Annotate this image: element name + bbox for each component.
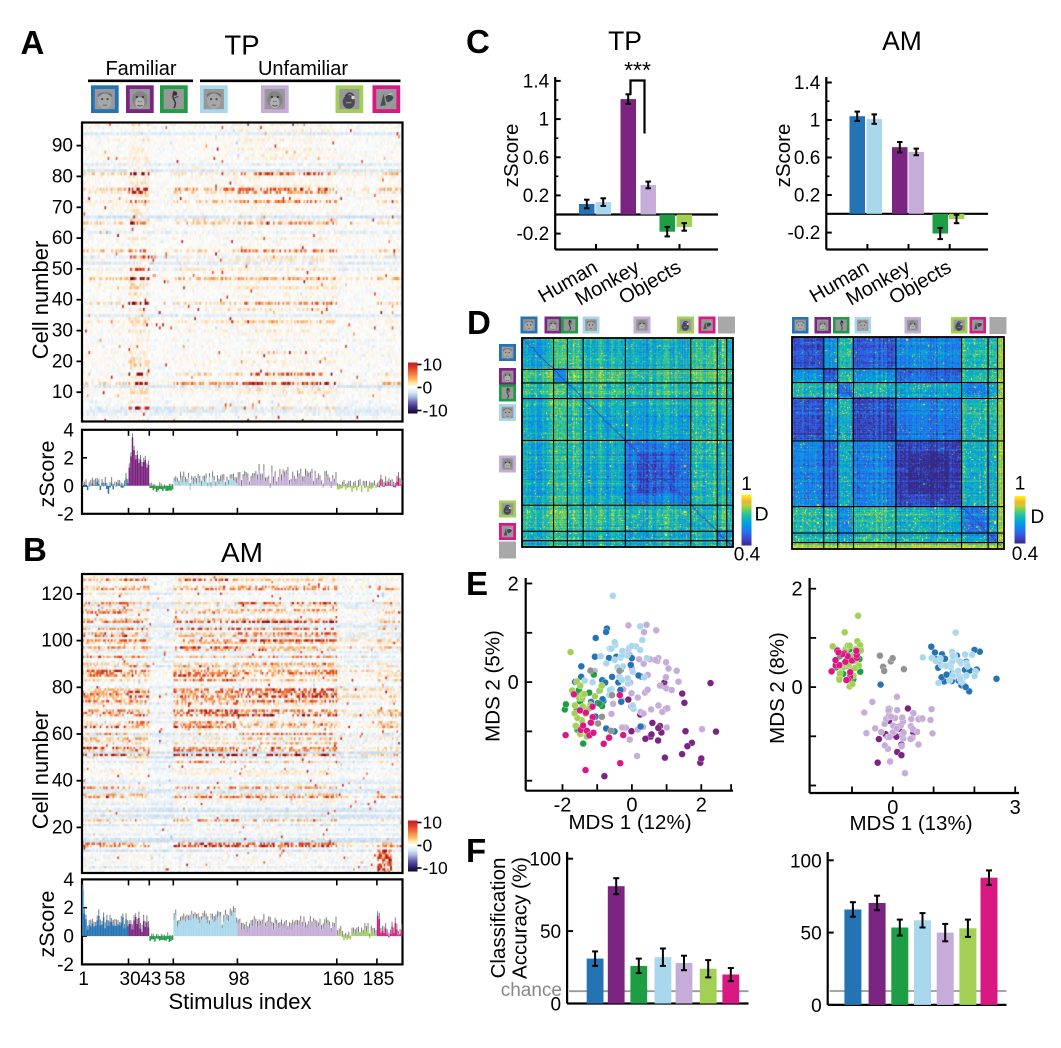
svg-text:-2: -2 xyxy=(57,955,74,976)
svg-text:0.2: 0.2 xyxy=(523,186,549,207)
svg-text:2: 2 xyxy=(508,574,519,596)
svg-text:F: F xyxy=(466,832,486,869)
svg-text:2: 2 xyxy=(63,448,74,469)
svg-text:4: 4 xyxy=(63,870,74,891)
svg-text:***: *** xyxy=(624,57,651,83)
svg-text:0: 0 xyxy=(791,677,802,699)
svg-text:1: 1 xyxy=(810,111,821,132)
svg-text:A: A xyxy=(21,24,45,61)
svg-text:MDS 2 (8%): MDS 2 (8%) xyxy=(766,632,789,744)
svg-text:1: 1 xyxy=(1015,474,1026,495)
svg-text:Cell number: Cell number xyxy=(28,241,53,360)
svg-text:1.4: 1.4 xyxy=(794,73,821,94)
svg-text:-0.2: -0.2 xyxy=(516,224,549,245)
svg-text:0: 0 xyxy=(626,795,637,817)
svg-text:zScore: zScore xyxy=(500,124,523,188)
svg-text:E: E xyxy=(466,565,488,602)
svg-text:70: 70 xyxy=(52,197,73,218)
svg-text:MDS 1 (13%): MDS 1 (13%) xyxy=(849,812,972,835)
svg-text:30: 30 xyxy=(120,969,141,990)
svg-text:2: 2 xyxy=(696,795,707,817)
svg-text:-0.2: -0.2 xyxy=(788,223,821,244)
svg-text:160: 160 xyxy=(323,969,355,990)
svg-text:100: 100 xyxy=(41,631,73,652)
svg-text:10: 10 xyxy=(423,813,443,833)
svg-text:zScore: zScore xyxy=(35,891,59,958)
svg-text:0: 0 xyxy=(63,927,74,948)
svg-text:0: 0 xyxy=(811,996,822,1017)
svg-text:10: 10 xyxy=(423,355,443,375)
svg-text:50: 50 xyxy=(540,922,561,943)
svg-text:-2: -2 xyxy=(554,795,572,817)
svg-text:B: B xyxy=(23,531,47,568)
svg-text:100: 100 xyxy=(529,850,561,871)
svg-text:0: 0 xyxy=(551,995,562,1016)
svg-text:TP: TP xyxy=(608,26,642,56)
svg-text:1.4: 1.4 xyxy=(523,71,550,92)
svg-text:AM: AM xyxy=(882,26,922,56)
svg-text:MDS 2 (5%): MDS 2 (5%) xyxy=(482,630,505,742)
svg-text:Cell number: Cell number xyxy=(28,711,53,830)
svg-text:-10: -10 xyxy=(423,858,449,878)
svg-text:43: 43 xyxy=(140,969,161,990)
svg-text:1: 1 xyxy=(539,110,550,131)
svg-text:185: 185 xyxy=(363,969,395,990)
svg-text:0: 0 xyxy=(63,476,74,497)
svg-text:90: 90 xyxy=(52,136,73,157)
svg-text:60: 60 xyxy=(52,228,73,249)
svg-text:3: 3 xyxy=(1010,797,1021,819)
svg-text:1: 1 xyxy=(78,969,89,990)
svg-text:0.4: 0.4 xyxy=(734,545,761,566)
svg-text:120: 120 xyxy=(41,584,73,605)
svg-text:10: 10 xyxy=(52,382,73,403)
svg-text:40: 40 xyxy=(52,771,73,792)
svg-text:zScore: zScore xyxy=(772,124,795,188)
svg-text:80: 80 xyxy=(52,166,73,187)
svg-text:0.6: 0.6 xyxy=(523,148,549,169)
svg-text:50: 50 xyxy=(801,924,822,945)
svg-text:C: C xyxy=(466,23,490,60)
svg-text:0.6: 0.6 xyxy=(794,148,820,169)
svg-text:0: 0 xyxy=(887,797,898,819)
svg-text:Classification: Classification xyxy=(487,858,510,979)
svg-text:100: 100 xyxy=(790,851,822,872)
svg-text:80: 80 xyxy=(52,677,73,698)
svg-text:2: 2 xyxy=(791,579,802,601)
svg-text:40: 40 xyxy=(52,290,73,311)
svg-text:0.4: 0.4 xyxy=(1012,544,1039,565)
svg-text:60: 60 xyxy=(52,724,73,745)
svg-text:0: 0 xyxy=(423,378,433,398)
svg-text:20: 20 xyxy=(52,351,73,372)
svg-text:D: D xyxy=(467,304,491,341)
svg-text:50: 50 xyxy=(52,259,73,280)
svg-text:AM: AM xyxy=(221,537,263,568)
svg-text:-2: -2 xyxy=(57,504,74,525)
svg-text:chance: chance xyxy=(501,980,562,1001)
svg-text:1: 1 xyxy=(741,474,752,495)
svg-text:2: 2 xyxy=(63,898,74,919)
svg-text:0: 0 xyxy=(423,836,433,856)
svg-text:4: 4 xyxy=(63,420,74,441)
svg-text:0.2: 0.2 xyxy=(794,186,820,207)
svg-text:20: 20 xyxy=(52,817,73,838)
svg-text:30: 30 xyxy=(52,321,73,342)
svg-text:0: 0 xyxy=(508,672,519,694)
svg-text:TP: TP xyxy=(224,30,259,61)
svg-text:Familiar: Familiar xyxy=(105,58,176,80)
svg-text:MDS 1 (12%): MDS 1 (12%) xyxy=(568,811,691,834)
svg-text:Stimulus index: Stimulus index xyxy=(168,989,311,1014)
svg-text:D: D xyxy=(755,504,769,526)
svg-text:-10: -10 xyxy=(423,401,449,421)
svg-text:58: 58 xyxy=(164,969,185,990)
svg-text:98: 98 xyxy=(228,969,249,990)
svg-text:zScore: zScore xyxy=(35,441,59,508)
svg-text:Accuracy (%): Accuracy (%) xyxy=(509,857,532,979)
svg-text:Unfamiliar: Unfamiliar xyxy=(258,58,348,80)
svg-text:D: D xyxy=(1031,507,1045,528)
